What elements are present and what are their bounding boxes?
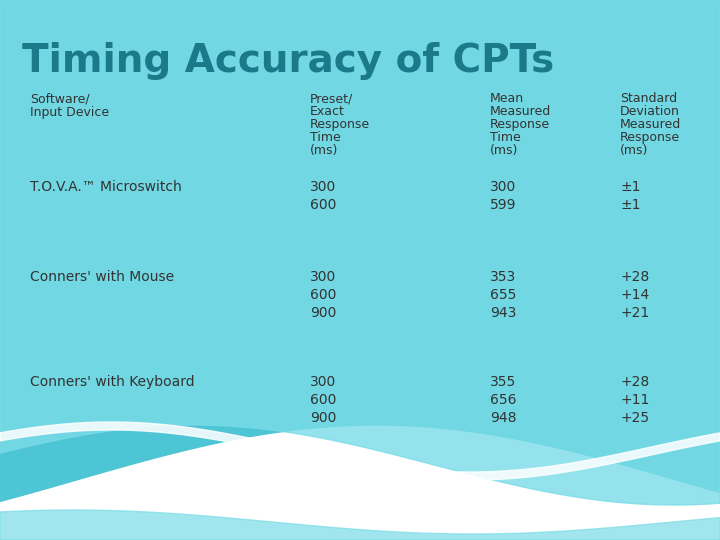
Text: +28: +28 [620,375,649,389]
Text: Software/: Software/ [30,92,89,105]
Text: (ms): (ms) [490,144,518,157]
Text: +28: +28 [620,270,649,284]
Text: Time: Time [490,131,521,144]
Text: 300: 300 [310,180,336,194]
Text: Measured: Measured [490,105,552,118]
Text: ±1: ±1 [620,198,641,212]
Text: (ms): (ms) [620,144,649,157]
Text: 900: 900 [310,411,336,425]
Text: 900: 900 [310,306,336,320]
Text: Exact: Exact [310,105,345,118]
Text: 599: 599 [490,198,516,212]
Text: Response: Response [490,118,550,131]
Text: 943: 943 [490,306,516,320]
Text: Timing Accuracy of CPTs: Timing Accuracy of CPTs [22,42,554,80]
Text: 300: 300 [490,180,516,194]
Text: T.O.V.A.™ Microswitch: T.O.V.A.™ Microswitch [30,180,181,194]
Text: Input Device: Input Device [30,106,109,119]
Text: ±1: ±1 [620,180,641,194]
Text: Mean: Mean [490,92,524,105]
Text: Standard: Standard [620,92,677,105]
Text: Conners' with Keyboard: Conners' with Keyboard [30,375,194,389]
Text: 353: 353 [490,270,516,284]
Text: Deviation: Deviation [620,105,680,118]
Text: Time: Time [310,131,341,144]
Text: Measured: Measured [620,118,681,131]
Text: +11: +11 [620,393,649,407]
Text: 655: 655 [490,288,516,302]
Text: +14: +14 [620,288,649,302]
Text: Conners' with Mouse: Conners' with Mouse [30,270,174,284]
Text: (ms): (ms) [310,144,338,157]
Text: 656: 656 [490,393,516,407]
Text: 600: 600 [310,288,336,302]
Text: 600: 600 [310,198,336,212]
Text: 355: 355 [490,375,516,389]
Text: Response: Response [620,131,680,144]
Text: 300: 300 [310,375,336,389]
Text: +21: +21 [620,306,649,320]
Text: 600: 600 [310,393,336,407]
Text: Preset/: Preset/ [310,92,354,105]
Text: Response: Response [310,118,370,131]
Text: +25: +25 [620,411,649,425]
Text: 300: 300 [310,270,336,284]
Text: 948: 948 [490,411,516,425]
